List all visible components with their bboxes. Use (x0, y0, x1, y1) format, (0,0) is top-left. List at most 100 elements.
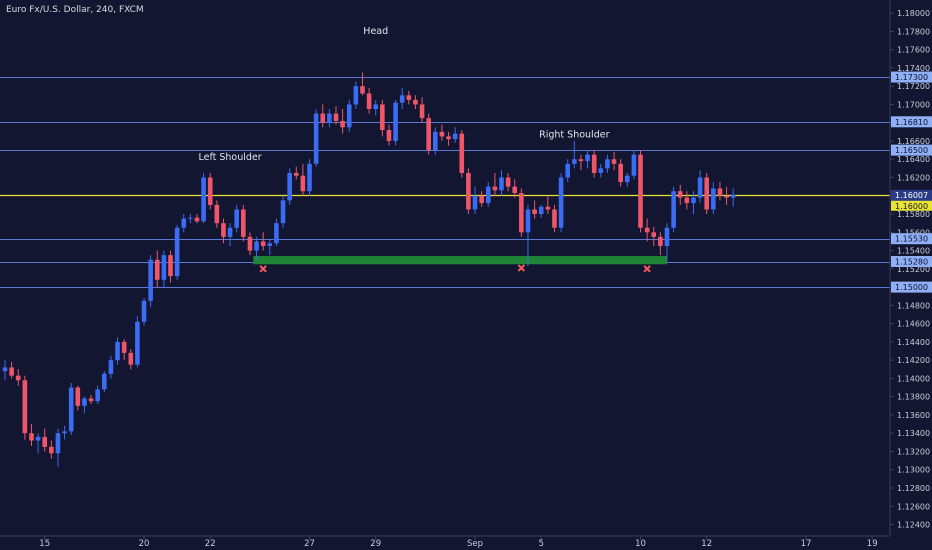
candle (29, 424, 34, 446)
candle-body (320, 113, 326, 123)
level-tag-2: 1.16500 (891, 144, 932, 156)
candle-body (15, 375, 21, 381)
candle-body (181, 218, 187, 228)
candle-body (9, 367, 14, 376)
level-tag-1-text: 1.16810 (895, 118, 928, 127)
price-tick-label: 1.12800 (897, 484, 930, 493)
level-tag-2-text: 1.16500 (895, 146, 928, 155)
candle-body (293, 172, 299, 176)
candle-body (121, 341, 127, 353)
candle-body (260, 241, 266, 246)
price-tick-label: 1.12600 (897, 502, 930, 511)
candle-body (380, 104, 385, 131)
price-tick-label: 1.15800 (897, 210, 930, 219)
annotation-right-shoulder[interactable]: Right Shoulder (539, 129, 609, 140)
x-marker-1[interactable] (517, 264, 526, 272)
candle-body (62, 431, 67, 434)
candle (42, 428, 48, 452)
candle (234, 204, 239, 233)
candle (399, 88, 405, 110)
candle-body (287, 172, 292, 201)
candle-body (459, 133, 465, 173)
time-tick-label: 27 (304, 539, 315, 549)
x-marker-0[interactable] (259, 265, 267, 273)
price-tick-label: 1.17000 (897, 100, 930, 109)
candle (115, 337, 120, 365)
candle (638, 150, 643, 233)
candle-body (479, 195, 484, 204)
candle (154, 250, 160, 288)
level-tag-3: 1.15530 (891, 233, 932, 245)
annotation-head[interactable]: Head (363, 26, 388, 37)
time-tick-label: 10 (635, 539, 646, 549)
candle (135, 316, 140, 368)
candle (591, 150, 597, 178)
annotations: Left Shoulder Head Right Shoulder (198, 26, 609, 163)
candle-body (95, 389, 100, 402)
candle-body (274, 223, 279, 244)
candle (439, 124, 445, 141)
candle-body (730, 194, 736, 198)
candle-body (313, 113, 319, 164)
candle (492, 172, 498, 196)
price-tick-label: 1.14800 (897, 301, 930, 310)
candle (386, 124, 392, 146)
candle-body (446, 136, 451, 140)
candle-body (280, 200, 286, 224)
candle (181, 214, 187, 233)
candle (618, 159, 623, 187)
level-tag-1: 1.16810 (891, 116, 932, 128)
candle-body (591, 154, 597, 173)
time-axis[interactable]: 15 20 22 27 29 Sep 5 10 12 17 19 (39, 536, 878, 549)
candle (214, 200, 220, 228)
candle (697, 170, 703, 204)
candle-body (433, 131, 438, 151)
candle-body (55, 433, 61, 454)
candle (161, 250, 167, 288)
candle-body (154, 259, 160, 280)
candle (360, 72, 365, 96)
candle (247, 232, 253, 256)
candle-body (532, 209, 537, 215)
candle (366, 88, 372, 114)
level-tag-5-bg (891, 281, 932, 293)
price-tick-label: 1.16200 (897, 174, 930, 183)
price-tick-label: 1.13400 (897, 429, 930, 438)
x-marker-2[interactable] (643, 265, 651, 273)
candle (532, 200, 537, 219)
candle-body (485, 186, 491, 204)
candle-body (221, 223, 226, 237)
candle-body (472, 195, 478, 210)
candle-body (307, 163, 312, 192)
candle (221, 218, 226, 244)
candle-body (658, 236, 663, 246)
candle-body (572, 159, 577, 164)
candle (313, 109, 319, 167)
candle (558, 172, 564, 233)
price-tick-label: 1.17600 (897, 46, 930, 55)
candle-body (605, 159, 610, 169)
candle (320, 104, 326, 128)
time-tick-label: 29 (370, 539, 381, 549)
level-tag-2-bg (891, 144, 932, 156)
candle-body (717, 188, 723, 196)
candle (168, 250, 173, 283)
candle (525, 204, 531, 267)
candle (327, 109, 332, 128)
support-zone[interactable] (253, 256, 667, 265)
candle (472, 186, 478, 215)
candle-body (519, 193, 524, 233)
annotation-left-shoulder[interactable]: Left Shoulder (198, 152, 261, 163)
candle (201, 172, 206, 224)
x-marker-stroke (517, 264, 526, 272)
candle (512, 179, 518, 198)
candle (2, 360, 8, 381)
candle-body (671, 191, 676, 228)
candle (572, 140, 577, 169)
price-tick-label: 1.17400 (897, 64, 930, 73)
candle-body (426, 118, 431, 151)
candle (75, 385, 81, 411)
candle (538, 204, 544, 218)
